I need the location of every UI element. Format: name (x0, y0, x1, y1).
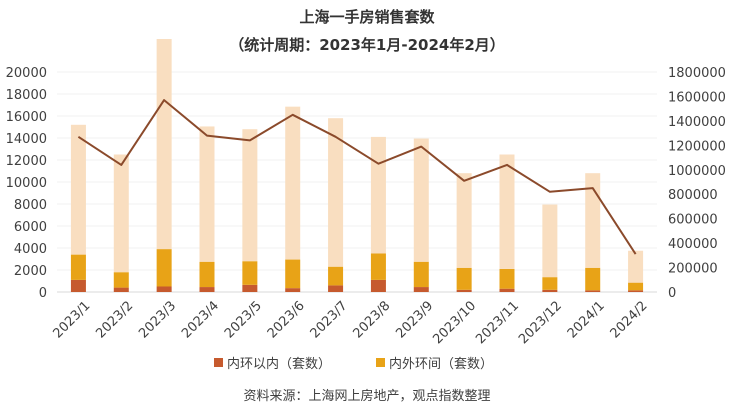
bar-inner (413, 287, 429, 292)
bar-outer (199, 126, 215, 262)
left-tick-label: 6000 (14, 220, 47, 235)
left-tick-label: 12000 (6, 154, 47, 169)
bar-middle (542, 277, 558, 290)
legend-swatch-inner (214, 358, 223, 367)
bar-outer (542, 204, 558, 278)
category-label: 2023/12 (516, 298, 565, 347)
bar-outer (456, 173, 472, 268)
bar-middle (456, 267, 472, 290)
category-label: 2023/4 (179, 298, 222, 341)
bar-middle (285, 259, 301, 289)
right-axis-ticks: 0 200000 400000 600000 800000 1000000 1200000 1… (668, 66, 726, 301)
line-series (77, 99, 637, 255)
bar-outer (70, 124, 86, 255)
bar-outer (285, 106, 301, 260)
bar-inner (113, 287, 129, 292)
bar-middle (370, 253, 386, 280)
category-label: 2023/6 (265, 298, 308, 341)
right-tick-label: 1000000 (668, 164, 726, 179)
bar-inner (242, 284, 258, 292)
bar-middle (413, 261, 429, 288)
right-tick-label: 400000 (668, 237, 718, 252)
legend-swatch-middle (376, 358, 385, 367)
bar-inner (156, 286, 172, 292)
category-labels: 2023/1 2023/2 2023/3 2023/4 2023/5 2023/6 2023… (51, 298, 651, 347)
bar-inner (456, 289, 472, 292)
source-note: 资料来源：上海网上房地产，观点指数整理 (243, 388, 490, 404)
bar-inner (199, 287, 215, 292)
left-tick-label: 4000 (14, 242, 47, 257)
left-tick-label: 20000 (6, 66, 47, 81)
category-label: 2023/1 (51, 298, 94, 341)
category-label: 2023/2 (93, 298, 136, 341)
bar-outer (628, 250, 644, 283)
category-label: 2023/10 (430, 298, 479, 347)
category-label: 2023/11 (473, 298, 522, 347)
right-tick-label: 1800000 (668, 66, 726, 81)
right-tick-label: 1200000 (668, 139, 726, 154)
bar-inner (328, 285, 344, 292)
bar-middle (113, 272, 129, 288)
category-label: 2024/1 (565, 298, 608, 341)
left-axis-ticks: 0 2000 4000 6000 8000 10000 12000 14000 16000 180… (6, 66, 47, 301)
right-tick-label: 1600000 (668, 90, 726, 105)
category-label: 2023/7 (308, 298, 351, 341)
bar-inner (542, 289, 558, 292)
bar-middle (70, 254, 86, 280)
line-sales-area (77, 99, 637, 255)
gridlines (57, 71, 657, 293)
bar-inner (585, 290, 601, 292)
right-tick-label: 200000 (668, 262, 718, 277)
bar-middle (199, 261, 215, 288)
bar-outer (370, 136, 386, 254)
legend-label-middle: 内外环间（套数） (389, 356, 493, 372)
bar-middle (328, 266, 344, 286)
category-label: 2023/5 (222, 298, 265, 341)
left-tick-label: 2000 (14, 264, 47, 279)
bar-outer (585, 173, 601, 268)
bar-outer (499, 154, 515, 269)
chart-title: 上海一手房销售套数 (299, 8, 435, 26)
legend: 内环以内（套数） 内外环间（套数） (214, 356, 493, 372)
left-tick-label: 18000 (6, 88, 47, 103)
category-label: 2024/2 (608, 298, 651, 341)
right-tick-label: 600000 (668, 213, 718, 228)
bar-middle (585, 267, 601, 291)
bar-inner (628, 290, 644, 292)
bar-outer (113, 154, 129, 273)
left-tick-label: 14000 (6, 132, 47, 147)
right-tick-label: 0 (668, 286, 676, 301)
bar-outer (328, 118, 344, 267)
bar-middle (156, 249, 172, 287)
bar-middle (242, 261, 258, 285)
bar-outer (242, 129, 258, 262)
bar-middle (628, 282, 644, 291)
bar-inner (70, 279, 86, 292)
right-tick-label: 800000 (668, 188, 718, 203)
left-tick-label: 10000 (6, 176, 47, 191)
left-tick-label: 16000 (6, 110, 47, 125)
bar-middle (499, 268, 515, 289)
category-label: 2023/8 (351, 298, 394, 341)
left-tick-label: 0 (39, 286, 47, 301)
legend-label-inner: 内环以内（套数） (227, 356, 331, 372)
bar-inner (370, 279, 386, 292)
right-tick-label: 1400000 (668, 115, 726, 130)
chart-subtitle: （统计周期：2023年1月-2024年2月） (229, 36, 505, 54)
bar-inner (285, 288, 301, 292)
bar-series (70, 39, 644, 292)
category-label: 2023/3 (136, 298, 179, 341)
bar-outer (413, 138, 429, 262)
bar-inner (499, 288, 515, 292)
left-tick-label: 8000 (14, 198, 47, 213)
bar-outer (156, 39, 172, 250)
category-label: 2023/9 (393, 298, 436, 341)
